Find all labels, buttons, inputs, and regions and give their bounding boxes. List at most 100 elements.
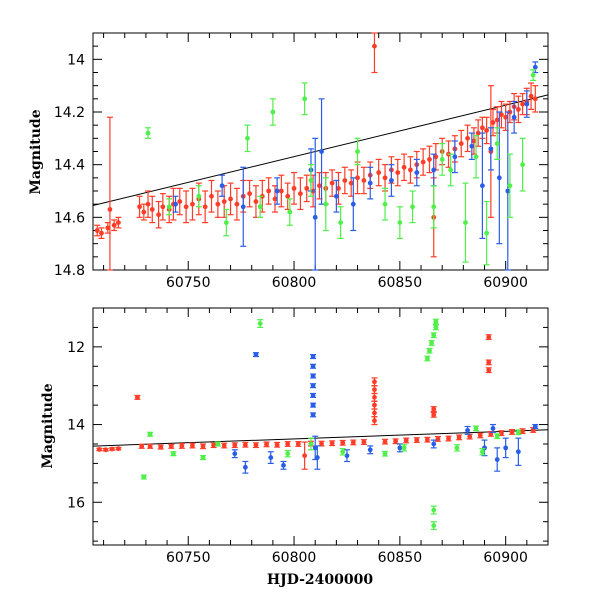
data-marker — [179, 443, 185, 449]
data-marker — [234, 201, 240, 207]
data-marker — [484, 230, 490, 236]
data-marker — [348, 180, 354, 186]
top-series-1-point — [240, 166, 247, 247]
data-marker — [427, 157, 432, 162]
data-marker — [109, 446, 115, 452]
data-marker — [268, 455, 274, 460]
bottom-series-0-point — [138, 443, 145, 449]
data-marker — [149, 207, 155, 212]
data-marker — [196, 193, 202, 199]
data-marker — [177, 199, 183, 204]
bottom-series-2-point — [257, 319, 264, 329]
data-marker — [223, 220, 229, 226]
bottom-series-1-point — [314, 445, 321, 470]
bottom-series-0-point — [430, 406, 437, 412]
data-marker — [486, 334, 492, 340]
top-series-0-point — [528, 82, 535, 110]
data-marker — [479, 183, 485, 189]
data-marker — [329, 180, 335, 186]
top-series-0-point — [202, 190, 209, 224]
top-series-1-point — [468, 132, 475, 160]
top-series-2-point — [473, 135, 480, 179]
data-marker — [473, 154, 479, 160]
top-series-2-point — [166, 198, 173, 216]
top-series-2-point — [307, 164, 314, 197]
bottom-series-2-point — [432, 324, 439, 331]
data-marker — [511, 114, 517, 120]
data-marker — [503, 114, 509, 120]
top-series-2-point — [244, 124, 251, 153]
bottom-trend-line — [92, 429, 549, 447]
data-marker — [490, 426, 496, 431]
top-panel: 60750 60800 60850 60900 14 14.2 14.4 14.6 14.8 M… — [28, 32, 549, 291]
data-marker — [215, 441, 221, 447]
data-marker — [490, 120, 496, 125]
data-marker — [532, 96, 538, 102]
bottom-series-0-point — [274, 441, 281, 448]
bottom-series-0-point — [178, 442, 185, 449]
bottom-series-1-point — [481, 439, 488, 457]
data-marker — [463, 220, 468, 226]
top-series-2-point — [195, 185, 202, 208]
top-series-2-point — [382, 187, 389, 221]
data-marker — [376, 170, 382, 175]
bottom-series-0-point — [445, 435, 452, 442]
data-marker — [274, 442, 280, 448]
data-marker — [372, 418, 377, 424]
data-marker — [372, 387, 377, 392]
top-series-0-point — [176, 187, 183, 216]
bottom-y-tick-label: 12 — [67, 340, 85, 356]
bottom-series-2-point — [494, 433, 501, 440]
top-series-2-point — [462, 182, 469, 263]
data-marker — [401, 445, 407, 451]
data-marker — [323, 201, 329, 207]
bottom-series-0-point — [329, 440, 336, 447]
bottom-series-1-point — [252, 352, 259, 358]
data-marker — [115, 220, 121, 226]
data-marker — [285, 193, 291, 199]
top-series-0-point — [140, 203, 147, 221]
bottom-series-2-point — [284, 449, 291, 458]
data-marker — [367, 447, 373, 453]
data-marker — [395, 170, 401, 175]
top-panel-points — [94, 32, 539, 271]
data-marker — [433, 319, 439, 324]
data-marker — [107, 207, 113, 212]
top-series-2-point — [439, 143, 446, 176]
data-marker — [431, 412, 437, 418]
top-series-0-point — [329, 169, 336, 197]
data-marker — [507, 183, 513, 189]
bottom-series-2-point — [200, 455, 207, 461]
top-y-tick-label: 14.2 — [54, 105, 85, 121]
top-series-0-point — [297, 177, 304, 211]
data-marker — [479, 125, 485, 131]
data-marker — [515, 106, 521, 112]
top-series-0-point — [183, 190, 190, 224]
bottom-panel-x-axis-label: HJD-2400000 — [267, 572, 374, 588]
data-marker — [520, 428, 526, 434]
data-marker — [111, 222, 117, 228]
bottom-series-0-point — [434, 436, 441, 442]
bottom-y-tick-label: 14 — [67, 418, 85, 434]
bottom-series-0-point — [424, 436, 431, 443]
data-marker — [137, 204, 142, 210]
data-marker — [295, 441, 301, 447]
top-series-0-point — [382, 164, 389, 192]
data-marker — [350, 201, 356, 207]
top-y-tick-label: 14 — [67, 52, 85, 68]
bottom-series-2-point — [170, 451, 177, 457]
data-marker — [382, 201, 388, 207]
top-series-0-point — [233, 187, 240, 221]
bottom-series-0-point — [519, 428, 526, 435]
data-marker — [340, 440, 346, 446]
data-marker — [310, 363, 316, 369]
data-marker — [329, 440, 335, 446]
top-series-1-point — [511, 100, 518, 134]
bottom-series-1-point — [489, 423, 496, 433]
data-marker — [431, 406, 437, 412]
data-marker — [484, 128, 490, 133]
data-marker — [266, 188, 272, 194]
top-series-2-point — [223, 208, 230, 237]
data-marker — [486, 359, 492, 365]
